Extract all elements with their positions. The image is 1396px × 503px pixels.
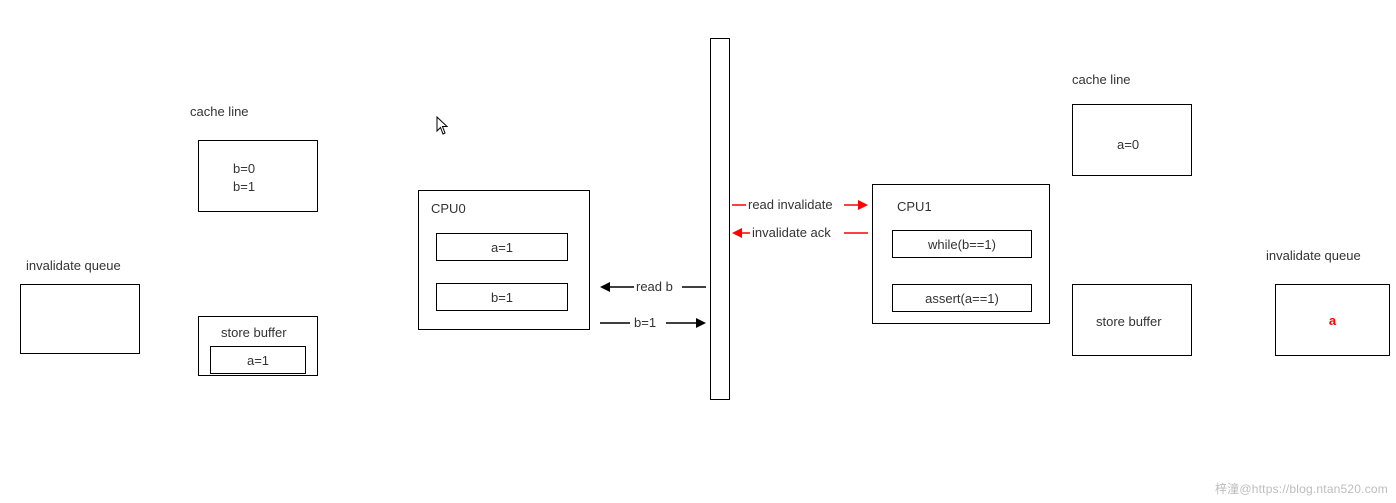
left-cacheline-line1: b=0 xyxy=(233,161,255,176)
right-invq-content: a xyxy=(1329,313,1336,328)
arrow-read-b-label: read b xyxy=(636,279,673,294)
left-storebuf-inner: a=1 xyxy=(210,346,306,374)
cpu0-title: CPU0 xyxy=(431,201,466,216)
cpu0-line2: b=1 xyxy=(436,283,568,311)
cpu0-line2-text: b=1 xyxy=(491,290,513,305)
right-invq-label: invalidate queue xyxy=(1266,248,1361,263)
arrow-invalidate-ack-label: invalidate ack xyxy=(752,225,831,240)
cpu1-line1-text: while(b==1) xyxy=(928,237,996,252)
left-storebuf-inner-text: a=1 xyxy=(247,353,269,368)
left-cacheline-label: cache line xyxy=(190,104,249,119)
arrow-b1-label: b=1 xyxy=(634,315,656,330)
right-storebuf-label-text: store buffer xyxy=(1096,314,1162,329)
cpu0-line1: a=1 xyxy=(436,233,568,261)
arrow-read-invalidate-label: read invalidate xyxy=(748,197,833,212)
left-invq-label: invalidate queue xyxy=(26,258,121,273)
cpu0-line1-text: a=1 xyxy=(491,240,513,255)
right-cacheline-line1: a=0 xyxy=(1117,137,1139,152)
left-cacheline-line2: b=1 xyxy=(233,179,255,194)
left-storebuf-label: store buffer xyxy=(221,325,287,340)
left-cacheline-box: b=0 b=1 xyxy=(198,140,318,212)
left-invq-box xyxy=(20,284,140,354)
right-invq-box: a xyxy=(1275,284,1390,356)
cursor-icon xyxy=(436,116,450,136)
cpu1-line2-text: assert(a==1) xyxy=(925,291,999,306)
right-cacheline-label: cache line xyxy=(1072,72,1131,87)
watermark-text: 梓潼@https://blog.ntan520.com xyxy=(1215,480,1388,497)
right-cacheline-box: a=0 xyxy=(1072,104,1192,176)
bus-bar xyxy=(710,38,730,400)
cpu1-title: CPU1 xyxy=(897,199,932,214)
cpu1-line1: while(b==1) xyxy=(892,230,1032,258)
cpu1-line2: assert(a==1) xyxy=(892,284,1032,312)
